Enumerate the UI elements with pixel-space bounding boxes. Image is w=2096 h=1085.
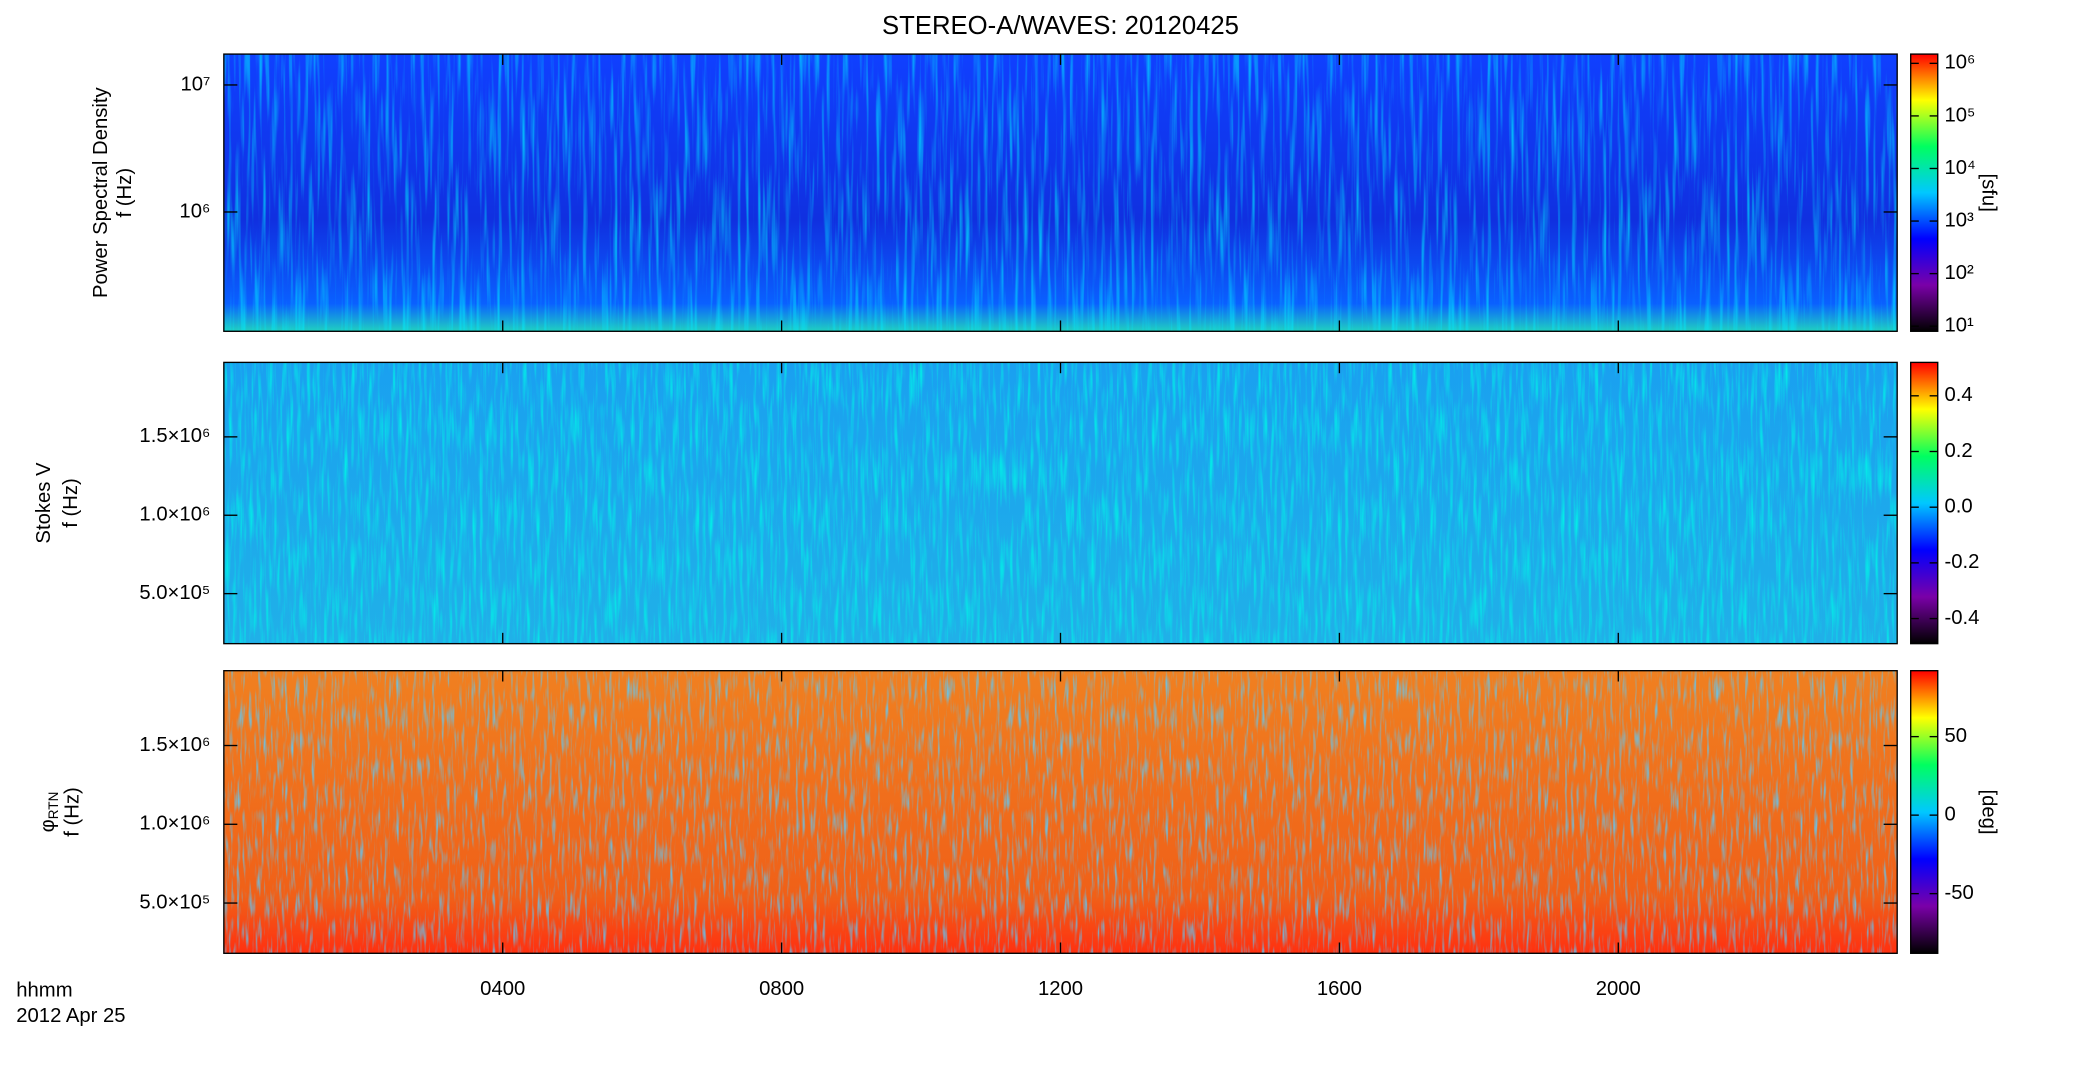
y-axis-label: Stokes V [33,462,55,544]
colorbar-frame [1910,670,1939,954]
y-tick-label: 1.5×10⁶ [139,734,210,756]
colorbar [1910,54,1938,332]
x-tick-label: 2000 [1596,978,1641,1000]
spectrogram-texture [223,362,1898,644]
colorbar-frame [1910,361,1939,645]
colorbar-tick-label: -50 [1945,882,1974,904]
colorbar-tick-label: 10⁵ [1945,104,1976,126]
colorbar-tick-label: 10¹ [1945,315,1975,337]
colorbar-tick-label: 50 [1945,725,1968,747]
y-axis-label: f (Hz) [61,787,83,837]
colorbar-tick-label: 0.0 [1945,496,1973,518]
y-tick-label: 5.0×10⁵ [139,891,210,913]
date-label: 2012 Apr 25 [16,1005,125,1027]
x-tick-label: 1200 [1038,978,1083,1000]
y-tick-label: 1.0×10⁶ [139,813,210,835]
colorbar-tick-label: -0.4 [1945,607,1980,629]
colorbar-tick-label: 10⁴ [1945,157,1976,179]
y-tick-label: 10⁷ [180,73,210,95]
spectrogram-texture [223,670,1898,954]
spectrogram-texture [223,54,1898,332]
colorbar-tick-label: 10² [1945,262,1975,284]
y-tick-label: 5.0×10⁵ [139,582,210,604]
y-tick-label: 1.0×10⁶ [139,504,210,526]
colorbar-tick-label: 10⁶ [1945,52,1976,74]
chart-title: STEREO-A/WAVES: 20120425 [882,12,1239,40]
colorbar-tick-label: 0.2 [1945,440,1973,462]
x-tick-label: 1600 [1317,978,1362,1000]
y-axis-label: f (Hz) [114,168,136,218]
y-axis-label-subscript: RTN [46,792,61,820]
colorbar-frame [1910,53,1939,332]
x-tick-label: 0800 [759,978,804,1000]
colorbar [1910,362,1938,644]
colorbar-tick-label: 0.4 [1945,384,1973,406]
colorbar-tick-label: -0.2 [1945,551,1980,573]
colorbar-tick-label: 0 [1945,803,1956,825]
colorbar [1910,670,1938,954]
colorbar-label: [sfu] [1977,174,1999,212]
y-tick-label: 1.5×10⁶ [139,425,210,447]
y-axis-label: Power Spectral Density [90,87,112,298]
y-axis-label: f (Hz) [60,478,82,528]
x-axis-label: hhmm [16,980,72,1002]
y-axis-label: φRTN [37,792,61,833]
colorbar-label: [deg] [1977,789,1999,834]
x-tick-label: 0400 [480,978,525,1000]
y-tick-label: 10⁶ [179,200,210,222]
colorbar-tick-label: 10³ [1945,209,1975,231]
